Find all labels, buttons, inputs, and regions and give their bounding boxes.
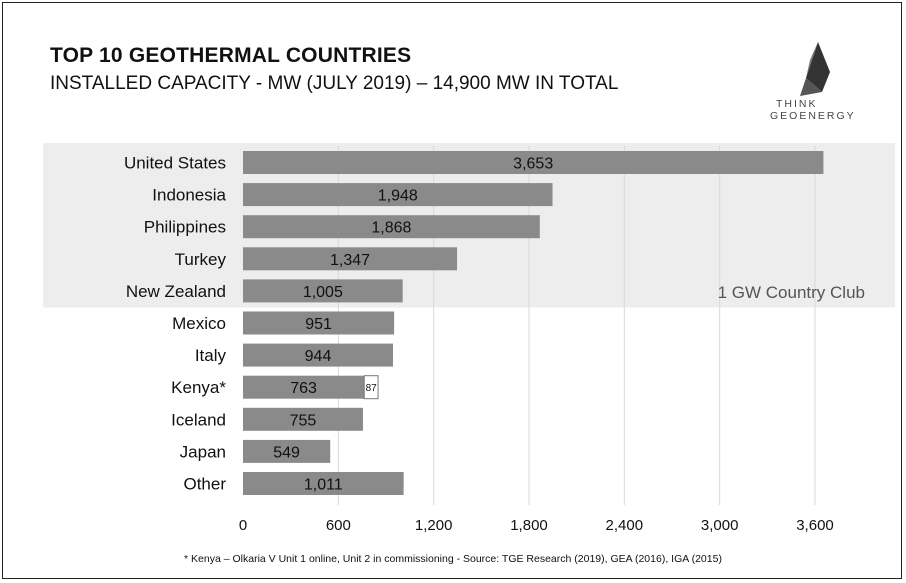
category-label: Philippines <box>144 218 226 237</box>
bar <box>243 215 540 239</box>
category-label: Mexico <box>172 314 226 333</box>
x-tick-label: 600 <box>326 517 351 534</box>
logo-mark-icon <box>800 42 830 96</box>
bar <box>243 151 824 174</box>
category-label: Italy <box>195 346 227 365</box>
bar <box>243 279 403 303</box>
extra-value-label: 87 <box>366 383 378 394</box>
chart-footnote: * Kenya – Olkaria V Unit 1 online, Unit … <box>184 553 722 565</box>
value-label: 549 <box>273 444 300 461</box>
value-label: 1,948 <box>378 188 418 205</box>
category-label: Iceland <box>171 410 226 429</box>
value-label: 1,005 <box>303 284 343 301</box>
bar <box>243 375 365 399</box>
logo-text-think: THINK <box>776 98 818 110</box>
bar <box>243 247 458 271</box>
category-label: Indonesia <box>152 186 226 205</box>
logo-text-geoenergy: GEOENERGY <box>770 110 856 122</box>
x-tick-label: 3,600 <box>796 517 834 534</box>
bar <box>243 407 363 431</box>
category-label: Other <box>183 475 226 494</box>
category-label: New Zealand <box>126 282 226 301</box>
bar <box>243 472 404 495</box>
value-label: 944 <box>305 348 332 365</box>
highlight-label: 1 GW Country Club <box>718 283 865 302</box>
value-label: 763 <box>290 380 317 397</box>
value-label: 1,347 <box>330 252 370 269</box>
category-label: Japan <box>180 442 226 461</box>
x-tick-label: 2,400 <box>606 517 644 534</box>
chart-title: TOP 10 GEOTHERMAL COUNTRIES <box>50 44 412 67</box>
bar <box>243 343 393 367</box>
bar <box>243 183 553 207</box>
category-label: Kenya* <box>171 378 226 397</box>
x-tick-label: 1,200 <box>415 517 453 534</box>
think-geoenergy-logo: THINK GEOENERGY <box>770 40 870 124</box>
category-label: United States <box>124 154 226 173</box>
x-tick-label: 1,800 <box>510 517 548 534</box>
value-label: 951 <box>305 316 332 333</box>
x-tick-label: 0 <box>239 517 247 534</box>
category-label: Turkey <box>175 250 227 269</box>
value-label: 755 <box>290 412 317 429</box>
bar <box>243 311 395 335</box>
bar-extra-segment <box>363 375 379 400</box>
x-tick-label: 3,000 <box>701 517 739 534</box>
value-label: 1,011 <box>304 477 343 494</box>
bar <box>243 439 331 463</box>
value-label: 1,868 <box>371 220 411 237</box>
chart-subtitle: INSTALLED CAPACITY - MW (JULY 2019) – 14… <box>50 73 619 94</box>
value-label: 3,653 <box>513 156 553 173</box>
